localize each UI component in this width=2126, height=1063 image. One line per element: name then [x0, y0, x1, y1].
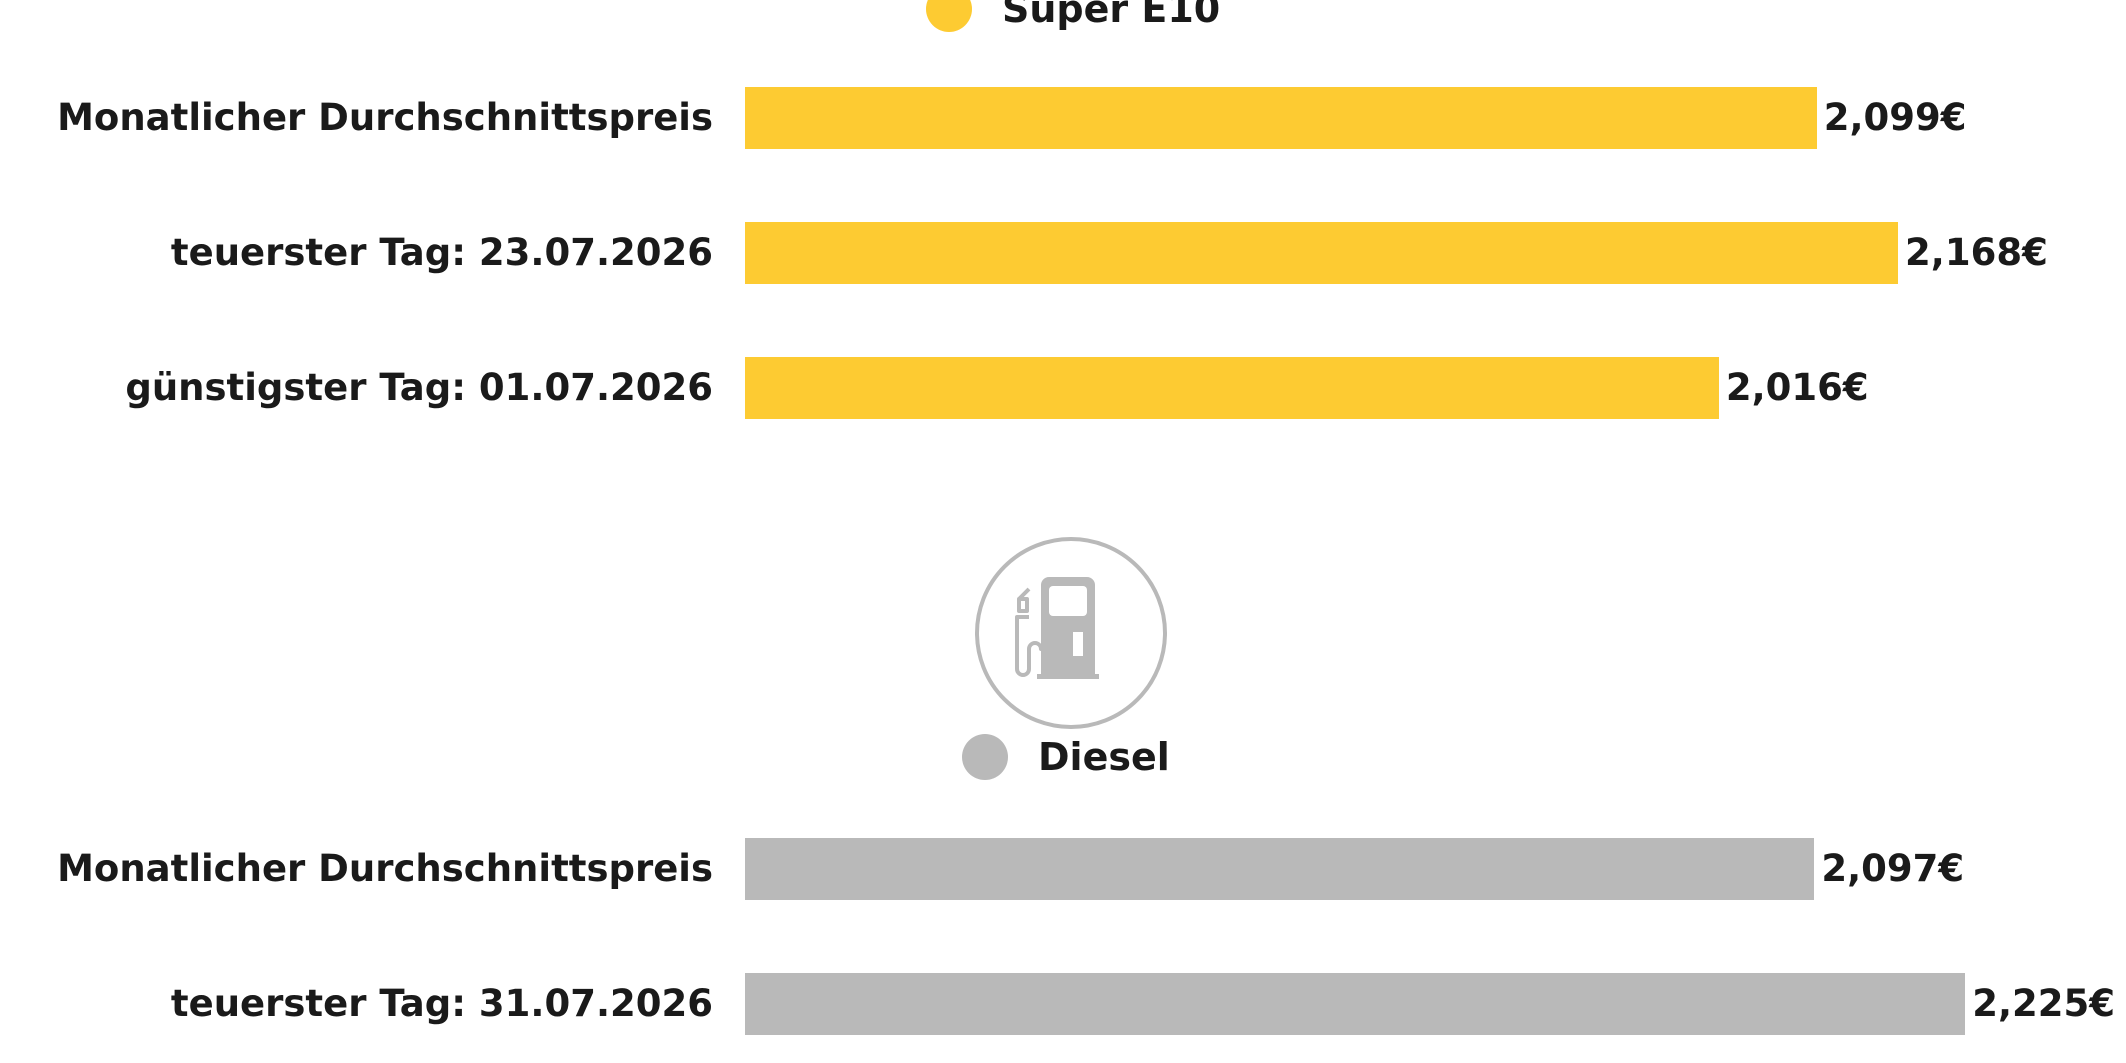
row-label: Monatlicher Durchschnittspreis: [57, 847, 713, 890]
row-label: Monatlicher Durchschnittspreis: [57, 96, 713, 139]
bar-super-e10: [745, 222, 1899, 284]
bar-diesel: [745, 973, 1966, 1035]
legend-label-super-e10: Super E10: [1002, 0, 1221, 31]
legend-super-e10: Super E10: [926, 0, 1220, 34]
row-label: teuerster Tag: 23.07.2026: [170, 231, 713, 274]
value-label: 2,225€: [1972, 982, 2116, 1025]
row-label: günstigster Tag: 01.07.2026: [125, 366, 713, 409]
legend-diesel: Diesel: [962, 732, 1170, 782]
bar-super-e10: [745, 357, 1719, 419]
value-label: 2,168€: [1905, 231, 2048, 274]
value-label: 2,099€: [1823, 96, 1967, 139]
legend-label-diesel: Diesel: [1038, 735, 1170, 779]
fuel-pump-icon: [975, 537, 1167, 729]
bar-diesel: [745, 838, 1815, 900]
legend-dot-diesel: [962, 734, 1008, 780]
bar-super-e10: [745, 87, 1817, 149]
row-label: teuerster Tag: 31.07.2026: [170, 982, 713, 1025]
value-label: 2,016€: [1725, 366, 1869, 409]
legend-dot-super-e10: [926, 0, 972, 32]
value-label: 2,097€: [1821, 847, 1965, 890]
